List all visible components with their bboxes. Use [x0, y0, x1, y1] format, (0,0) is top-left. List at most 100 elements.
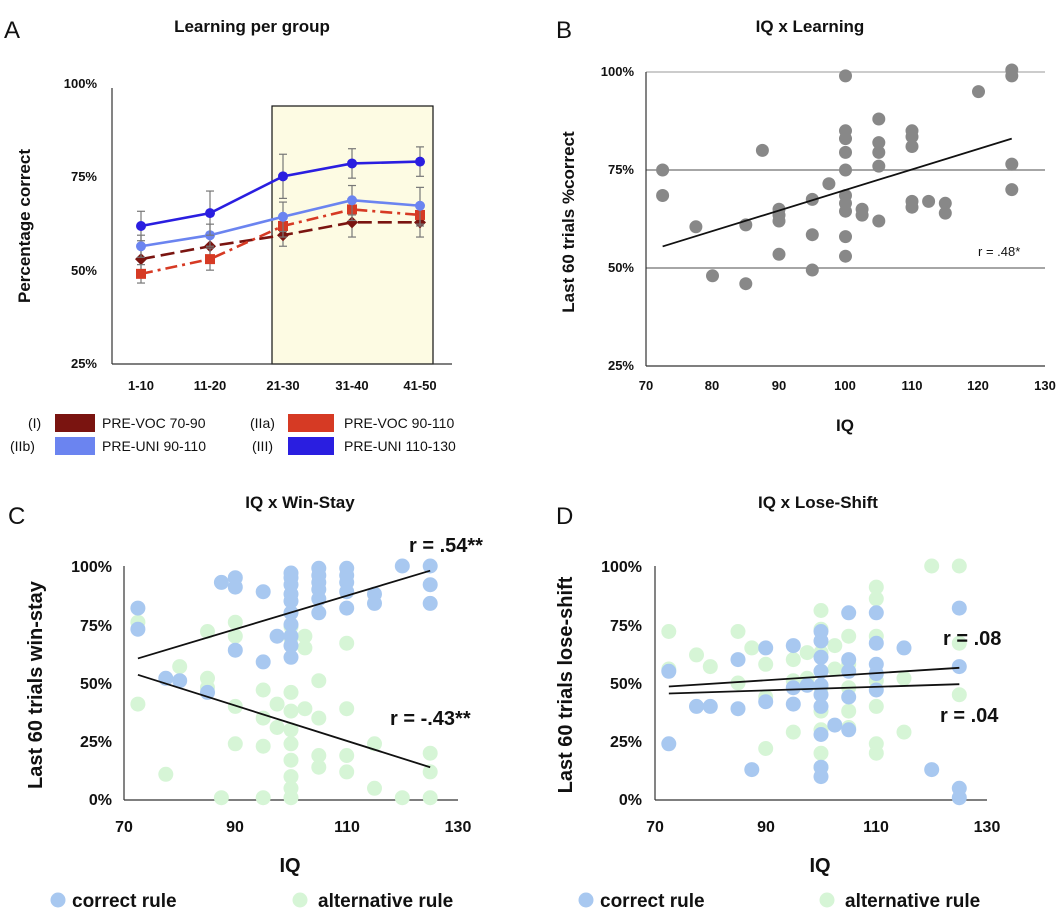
x-axis-label: IQ	[279, 855, 300, 877]
data-point	[841, 722, 857, 738]
data-point	[689, 220, 703, 234]
data-point	[297, 628, 313, 644]
data-point	[689, 647, 704, 663]
data-point	[1005, 157, 1019, 171]
x-tick-label: 80	[705, 378, 719, 393]
panel-d: D IQ x Lose-Shift 0% 25% 50% 75% 100% 70…	[555, 493, 1001, 912]
data-point	[656, 163, 670, 177]
data-point	[394, 790, 410, 806]
panel-label-b: B	[556, 17, 572, 44]
data-point	[339, 635, 355, 651]
trend-line	[662, 137, 1013, 248]
data-point	[297, 701, 313, 717]
data-point	[744, 640, 760, 656]
data-point	[938, 196, 952, 210]
trend-line	[668, 683, 960, 695]
legend-tag: (IIb)	[10, 438, 35, 454]
data-point	[758, 741, 774, 756]
y-tick-label: 25%	[71, 356, 97, 371]
x-tick-label: 90	[772, 378, 786, 393]
legend-swatch	[292, 892, 308, 908]
x-axis-label: IQ	[836, 416, 854, 435]
x-tick-label: 21-30	[266, 378, 299, 393]
y-axis-label: Last 60 trials lose-shift	[555, 576, 577, 793]
y-tick-label: 25%	[608, 358, 634, 373]
data-point	[130, 600, 146, 616]
data-point	[868, 698, 884, 714]
correlation-label: r = .04	[940, 705, 999, 727]
data-point	[739, 277, 753, 291]
correlation-label: r = .08	[943, 628, 1001, 650]
data-point	[213, 574, 229, 590]
data-point	[841, 605, 857, 621]
data-point	[130, 696, 146, 712]
data-point	[841, 663, 857, 679]
data-point	[1005, 183, 1019, 197]
data-point	[951, 687, 967, 703]
data-point	[702, 698, 718, 714]
data-point	[896, 670, 912, 686]
data-point	[158, 766, 174, 782]
data-point	[730, 675, 746, 691]
data-point	[951, 635, 967, 651]
data-point	[785, 724, 801, 740]
data-point	[868, 682, 884, 698]
data-point	[297, 640, 313, 656]
data-point	[813, 687, 829, 703]
data-point	[1005, 69, 1019, 83]
x-tick-label: 120	[967, 378, 989, 393]
data-point	[172, 659, 188, 675]
data-point	[896, 724, 912, 740]
data-point	[255, 654, 271, 670]
data-point	[227, 579, 243, 595]
y-tick-label: 50%	[608, 260, 634, 275]
data-point	[813, 698, 829, 714]
data-point	[839, 230, 852, 244]
data-point	[394, 558, 410, 574]
data-point	[255, 790, 271, 806]
legend: (I) PRE-VOC 70-90 (IIa) PRE-VOC 90-110 (…	[10, 414, 456, 455]
data-point	[813, 769, 829, 785]
legend-tag: (I)	[28, 415, 41, 431]
data-point	[827, 638, 843, 654]
legend-swatch	[55, 437, 95, 455]
panel-a: A Learning per group 25% 50% 75% 100% 1-…	[4, 17, 456, 455]
data-point	[706, 269, 719, 283]
data-point	[283, 769, 299, 785]
trend-line	[137, 569, 431, 660]
data-point	[339, 600, 355, 616]
panel-c: C IQ x Win-Stay 0% 25% 50% 75% 100% 70 9…	[8, 493, 483, 912]
x-tick-label: 11-20	[194, 378, 227, 393]
data-point	[702, 659, 718, 675]
data-point	[205, 254, 215, 265]
x-axis-label: IQ	[809, 855, 830, 877]
legend-label: correct rule	[72, 891, 177, 912]
legend: correct rule alternative rule	[578, 891, 980, 912]
y-tick-label: 100%	[71, 559, 112, 576]
data-point	[283, 617, 299, 632]
data-point	[813, 745, 829, 761]
data-point	[415, 156, 425, 167]
data-point	[339, 701, 355, 717]
legend-label: PRE-VOC 90-110	[344, 415, 454, 431]
data-point	[868, 605, 884, 621]
legend-swatch	[50, 892, 66, 908]
data-point	[827, 661, 843, 677]
y-axis-label: Last 60 trials %correct	[559, 131, 578, 313]
data-point	[813, 649, 829, 665]
x-tick-label: 110	[863, 819, 889, 836]
data-point	[839, 249, 852, 263]
x-ticks: 1-10 11-20 21-30 31-40 41-50	[128, 378, 437, 393]
data-point	[255, 682, 271, 698]
correlation-label: r = .54**	[409, 535, 483, 557]
data-point	[813, 603, 829, 618]
data-point	[311, 605, 327, 621]
data-point	[841, 689, 857, 705]
legend-label: correct rule	[600, 891, 705, 912]
data-point	[227, 628, 243, 644]
series-layer	[135, 146, 426, 284]
data-point	[872, 214, 886, 228]
data-point	[200, 624, 215, 639]
trend-line	[137, 673, 431, 769]
data-point	[785, 680, 801, 696]
